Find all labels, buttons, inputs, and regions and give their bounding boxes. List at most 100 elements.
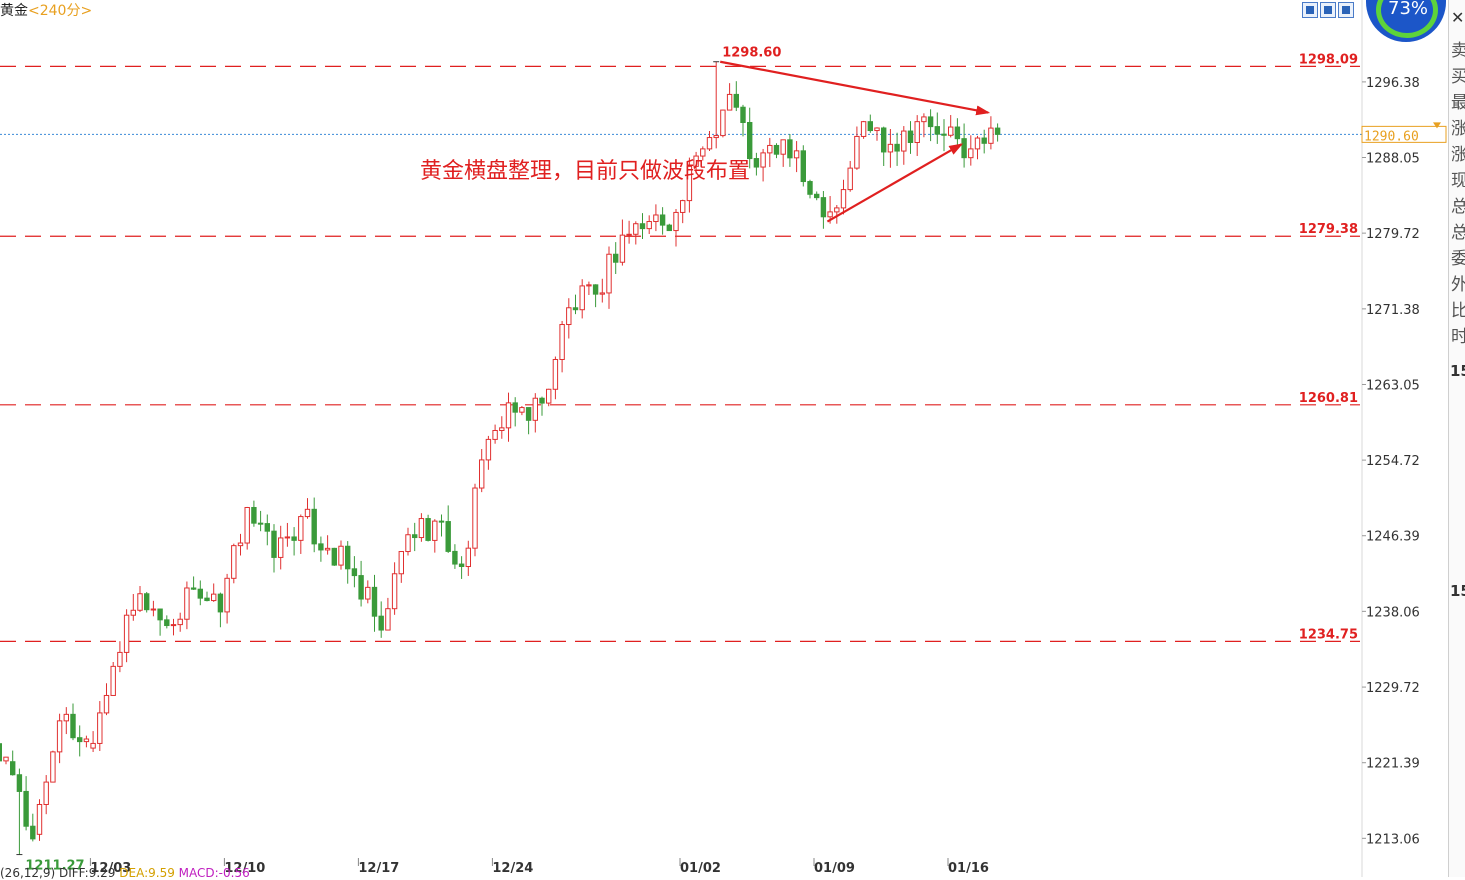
candle-down[interactable] xyxy=(358,575,364,600)
candle-down[interactable] xyxy=(572,307,579,311)
candle-down[interactable] xyxy=(907,130,914,143)
candle-down[interactable] xyxy=(445,521,451,552)
candle-down[interactable] xyxy=(773,144,780,155)
candle-up[interactable] xyxy=(646,221,652,230)
close-icon[interactable]: ✕ xyxy=(1451,8,1465,27)
candle-up[interactable] xyxy=(626,233,632,236)
candle-up[interactable] xyxy=(338,545,344,566)
candle-up[interactable] xyxy=(726,93,733,111)
candle-up[interactable] xyxy=(103,694,110,714)
candle-down[interactable] xyxy=(345,545,351,570)
zoom-in-icon[interactable] xyxy=(1302,2,1318,18)
candle-up[interactable] xyxy=(854,135,860,169)
candle-up[interactable] xyxy=(686,165,693,202)
candle-down[interactable] xyxy=(753,158,760,168)
candle-up[interactable] xyxy=(532,397,538,421)
candle-down[interactable] xyxy=(881,127,887,153)
candle-down[interactable] xyxy=(378,615,384,631)
candle-down[interactable] xyxy=(331,547,338,566)
candle-up[interactable] xyxy=(63,713,69,722)
candle-down[interactable] xyxy=(941,133,947,136)
candle-up[interactable] xyxy=(653,214,659,223)
candle-up[interactable] xyxy=(552,358,559,390)
candle-up[interactable] xyxy=(988,127,994,144)
candle-up[interactable] xyxy=(231,545,237,579)
candle-up[interactable] xyxy=(485,438,492,461)
candle-down[interactable] xyxy=(934,126,940,135)
candle-down[interactable] xyxy=(961,138,967,159)
timeframe-label[interactable]: <240分> xyxy=(28,3,93,19)
candle-down[interactable] xyxy=(412,534,418,539)
candle-down[interactable] xyxy=(144,593,150,611)
candle-up[interactable] xyxy=(566,307,572,326)
candle-up[interactable] xyxy=(418,518,425,539)
candle-up[interactable] xyxy=(914,121,920,143)
candle-up[interactable] xyxy=(3,756,9,762)
candle-down[interactable] xyxy=(747,121,753,160)
candle-down[interactable] xyxy=(371,586,378,617)
candle-up[interactable] xyxy=(760,152,766,168)
candle-down[interactable] xyxy=(539,397,545,404)
candle-up[interactable] xyxy=(36,803,43,835)
candle-up[interactable] xyxy=(968,148,974,159)
candle-up[interactable] xyxy=(385,608,391,631)
candle-down[interactable] xyxy=(30,825,36,840)
candle-up[interactable] xyxy=(519,407,525,413)
candle-down[interactable] xyxy=(23,790,29,827)
candle-up[interactable] xyxy=(43,781,49,805)
candle-up[interactable] xyxy=(83,738,90,743)
candle-down[interactable] xyxy=(257,522,264,525)
candle-down[interactable] xyxy=(197,588,204,599)
candle-up[interactable] xyxy=(432,520,438,541)
candle-down[interactable] xyxy=(733,93,739,108)
candle-up[interactable] xyxy=(97,712,103,744)
candle-up[interactable] xyxy=(827,211,833,218)
candle-down[interactable] xyxy=(592,284,599,295)
candle-up[interactable] xyxy=(50,751,56,783)
candle-down[interactable] xyxy=(351,568,358,577)
candle-up[interactable] xyxy=(713,135,719,139)
candle-down[interactable] xyxy=(425,518,431,541)
candle-down[interactable] xyxy=(787,139,793,159)
candle-up[interactable] xyxy=(90,742,96,749)
candle-up[interactable] xyxy=(606,253,612,294)
candle-down[interactable] xyxy=(512,402,518,413)
candle-up[interactable] xyxy=(298,516,304,541)
candle-up[interactable] xyxy=(499,427,505,431)
candle-up[interactable] xyxy=(150,608,157,611)
candle-up[interactable] xyxy=(720,109,726,137)
candle-down[interactable] xyxy=(164,619,170,627)
candle-up[interactable] xyxy=(365,586,371,600)
candle-up[interactable] xyxy=(224,577,230,613)
candle-down[interactable] xyxy=(927,116,934,128)
candle-up[interactable] xyxy=(633,223,639,235)
candle-down[interactable] xyxy=(659,214,666,226)
candle-down[interactable] xyxy=(981,137,987,144)
candle-down[interactable] xyxy=(16,774,23,792)
candle-down[interactable] xyxy=(740,106,746,123)
candle-down[interactable] xyxy=(204,597,210,602)
candle-up[interactable] xyxy=(693,155,699,167)
candle-down[interactable] xyxy=(820,197,827,218)
candle-down[interactable] xyxy=(639,223,646,230)
candle-up[interactable] xyxy=(110,665,116,696)
candle-down[interactable] xyxy=(994,127,1001,135)
candle-up[interactable] xyxy=(465,547,472,568)
candle-down[interactable] xyxy=(525,407,532,421)
candle-up[interactable] xyxy=(505,402,512,429)
candle-up[interactable] xyxy=(304,508,311,518)
candle-down[interactable] xyxy=(954,126,961,140)
candle-up[interactable] xyxy=(700,148,706,157)
candle-up[interactable] xyxy=(847,167,853,191)
candle-up[interactable] xyxy=(874,127,880,132)
candle-up[interactable] xyxy=(559,324,565,360)
candle-up[interactable] xyxy=(780,139,786,155)
candle-down[interactable] xyxy=(452,550,458,565)
candle-up[interactable] xyxy=(887,143,894,153)
candle-up[interactable] xyxy=(391,573,398,610)
candle-up[interactable] xyxy=(586,284,592,287)
candle-down[interactable] xyxy=(70,713,76,739)
candle-up[interactable] xyxy=(673,211,679,232)
candle-down[interactable] xyxy=(77,737,83,743)
